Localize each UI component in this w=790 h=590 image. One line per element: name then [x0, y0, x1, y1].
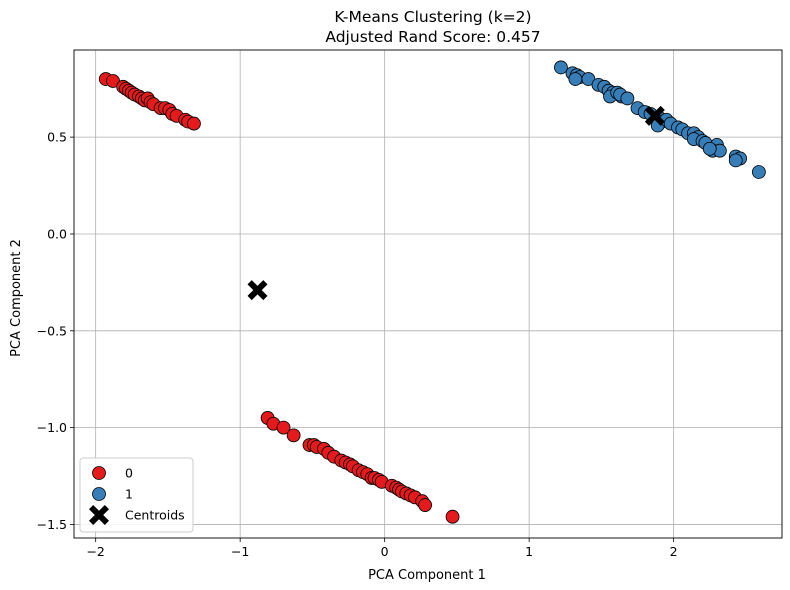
cluster-1-point [620, 91, 635, 106]
x-axis-label: PCA Component 1 [368, 568, 486, 583]
y-tick-label: −1.0 [37, 420, 67, 435]
chart-title: K-Means Clustering (k=2) [334, 8, 531, 26]
y-tick-label: 0.0 [47, 226, 67, 241]
axis-ticks: −2 −1 0 1 2 −1.5 −1.0 −0.5 0.0 0.5 [37, 130, 678, 559]
x-tick-label: 2 [670, 544, 678, 559]
y-tick-label: 0.5 [47, 130, 67, 145]
plot-frame [73, 49, 783, 539]
data-points [98, 60, 766, 524]
centroid-marker [644, 105, 665, 126]
cluster-0-point [187, 116, 201, 131]
cluster-1-point [702, 141, 717, 156]
legend-label: 1 [125, 487, 133, 502]
y-tick-label: −1.5 [37, 517, 67, 532]
cluster-1-point [751, 165, 766, 179]
cluster-0-point [286, 428, 301, 443]
cluster-0-point [276, 420, 291, 435]
legend-label: 0 [125, 466, 133, 481]
chart-subtitle: Adjusted Rand Score: 0.457 [325, 28, 540, 46]
centroid-marker [247, 280, 268, 301]
x-tick-label: 0 [381, 544, 389, 559]
legend: 0 1 Centroids [79, 457, 194, 533]
legend-marker-1 [92, 487, 106, 501]
cluster-1-point [568, 72, 583, 86]
x-tick-label: 1 [525, 544, 533, 559]
y-axis-label: PCA Component 2 [9, 239, 24, 357]
x-tick-label: −1 [231, 544, 249, 559]
cluster-0-point [418, 498, 433, 512]
cluster-1-point [728, 153, 743, 168]
cluster-1-point [554, 60, 568, 75]
legend-box [79, 457, 194, 533]
y-tick-label: −0.5 [37, 323, 67, 338]
legend-centroid-marker [89, 505, 109, 525]
legend-label: Centroids [125, 508, 185, 523]
legend-marker-0 [92, 466, 106, 480]
cluster-0-point [445, 509, 460, 524]
x-tick-label: −2 [86, 544, 104, 559]
